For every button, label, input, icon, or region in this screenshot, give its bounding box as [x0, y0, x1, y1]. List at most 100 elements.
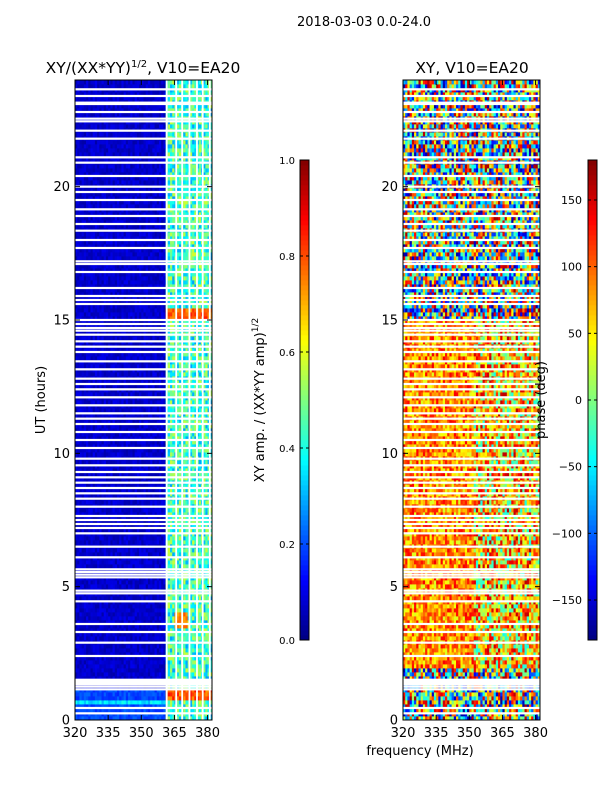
- amplitude-heatmap-cell: [207, 580, 211, 585]
- amplitude-heatmap-cell: [147, 704, 151, 709]
- amplitude-heatmap-cell: [158, 676, 162, 681]
- amplitude-heatmap-cell: [86, 620, 89, 625]
- amplitude-heatmap-cell: [194, 700, 197, 705]
- amplitude-heatmap-cell: [176, 604, 180, 609]
- amplitude-heatmap-cell: [178, 692, 182, 697]
- amplitude-heatmap-cell: [110, 584, 113, 589]
- amplitude-heatmap-cell: [112, 632, 116, 637]
- amplitude-heatmap-cell: [147, 708, 151, 713]
- amplitude-heatmap-cell: [119, 676, 122, 681]
- amplitude-heatmap-cell: [150, 660, 153, 665]
- amplitude-heatmap-cell: [141, 664, 144, 669]
- amplitude-heatmap-cell: [130, 628, 133, 633]
- amplitude-heatmap-cell: [112, 700, 116, 705]
- amplitude-heatmap-cell: [178, 596, 182, 601]
- amplitude-heatmap-cell: [143, 584, 147, 589]
- amplitude-heatmap-cell: [108, 632, 111, 637]
- amplitude-heatmap-cell: [116, 668, 120, 673]
- amplitude-heatmap-cell: [103, 656, 107, 661]
- amplitude-heatmap-cell: [205, 604, 208, 609]
- amplitude-heatmap-cell: [108, 580, 111, 585]
- amplitude-heatmap-cell: [172, 672, 175, 677]
- amplitude-heatmap-cell: [192, 620, 195, 625]
- amplitude-heatmap-cell: [183, 708, 186, 713]
- amplitude-heatmap-cell: [163, 668, 166, 673]
- amplitude-heatmap-cell: [75, 716, 78, 721]
- amplitude-heatmap-cell: [209, 656, 213, 661]
- amplitude-heatmap-cell: [110, 664, 113, 669]
- amplitude-heatmap-cell: [189, 648, 193, 653]
- amplitude-heatmap-cell: [152, 648, 155, 653]
- amplitude-heatmap-cell: [125, 596, 129, 601]
- amplitude-heatmap-cell: [94, 564, 98, 569]
- amplitude-heatmap-cell: [125, 564, 129, 569]
- amplitude-heatmap-cell: [88, 704, 91, 709]
- amplitude-heatmap-cell: [185, 616, 189, 621]
- amplitude-heatmap-cell: [203, 664, 206, 669]
- amplitude-heatmap-cell: [110, 704, 116, 709]
- amplitude-heatmap-cell: [192, 564, 195, 569]
- amplitude-heatmap-cell: [205, 644, 208, 649]
- amplitude-heatmap-cell: [99, 624, 102, 629]
- amplitude-heatmap-cell: [90, 708, 94, 713]
- amplitude-heatmap-cell: [198, 648, 202, 653]
- amplitude-heatmap-cell: [158, 596, 162, 601]
- amplitude-heatmap-cell: [123, 616, 127, 621]
- amplitude-heatmap-cell: [130, 660, 133, 665]
- amplitude-heatmap-row: [75, 624, 213, 629]
- amplitude-heatmap-cell: [139, 620, 142, 625]
- amplitude-heatmap-cell: [130, 624, 133, 629]
- amplitude-heatmap-cell: [110, 652, 113, 657]
- amplitude-heatmap-cell: [99, 644, 102, 649]
- amplitude-heatmap-cell: [161, 660, 164, 665]
- amplitude-heatmap-cell: [97, 656, 100, 661]
- amplitude-heatmap-cell: [101, 648, 105, 653]
- amplitude-heatmap-cell: [81, 692, 85, 697]
- amplitude-heatmap-cell: [79, 608, 83, 613]
- amplitude-heatmap-cell: [205, 632, 208, 637]
- amplitude-heatmap-cell: [128, 584, 131, 589]
- amplitude-heatmap-cell: [90, 704, 94, 709]
- amplitude-heatmap-row: [75, 536, 213, 541]
- amplitude-heatmap-row: [75, 552, 213, 557]
- amplitude-heatmap-cell: [77, 644, 80, 649]
- amplitude-heatmap-cell: [161, 564, 164, 569]
- amplitude-heatmap-cell: [147, 620, 151, 625]
- amplitude-heatmap-cell: [97, 564, 100, 569]
- amplitude-heatmap-cell: [154, 696, 158, 701]
- amplitude-heatmap-cell: [150, 664, 153, 669]
- amplitude-heatmap-cell: [101, 628, 105, 633]
- amplitude-heatmap-cell: [94, 604, 98, 609]
- amplitude-heatmap-cell: [198, 668, 202, 673]
- amplitude-heatmap-cell: [90, 604, 94, 609]
- amplitude-heatmap-cell: [90, 660, 94, 665]
- amplitude-heatmap-cell: [185, 596, 189, 601]
- amplitude-heatmap-cell: [92, 612, 96, 617]
- amplitude-heatmap-cell: [112, 672, 116, 677]
- amplitude-heatmap-cell: [163, 580, 166, 585]
- amplitude-heatmap-cell: [123, 660, 127, 665]
- amplitude-heatmap-cell: [183, 656, 186, 661]
- amplitude-heatmap-cell: [172, 676, 175, 681]
- amplitude-heatmap-cell: [103, 660, 107, 665]
- amplitude-heatmap-cell: [192, 716, 195, 721]
- amplitude-heatmap-cell: [134, 664, 138, 669]
- amplitude-heatmap-cell: [207, 616, 211, 621]
- amplitude-heatmap-cell: [108, 644, 111, 649]
- amplitude-heatmap-cell: [163, 584, 166, 589]
- amplitude-heatmap-cell: [128, 564, 131, 569]
- amplitude-heatmap-cell: [75, 704, 78, 709]
- amplitude-heatmap-cell: [90, 664, 94, 669]
- amplitude-heatmap-cell: [152, 660, 155, 665]
- amplitude-heatmap-cell: [105, 596, 109, 601]
- amplitude-heatmap-cell: [198, 676, 202, 681]
- amplitude-heatmap-cell: [77, 604, 80, 609]
- amplitude-heatmap-cell: [158, 672, 162, 677]
- amplitude-heatmap-cell: [123, 644, 127, 649]
- amplitude-heatmap-cell: [156, 648, 160, 653]
- amplitude-heatmap-cell: [176, 636, 180, 641]
- amplitude-heatmap-cell: [139, 704, 142, 709]
- amplitude-heatmap-cell: [139, 696, 142, 701]
- amplitude-heatmap-cell: [119, 656, 122, 661]
- amplitude-heatmap-cell: [141, 692, 144, 697]
